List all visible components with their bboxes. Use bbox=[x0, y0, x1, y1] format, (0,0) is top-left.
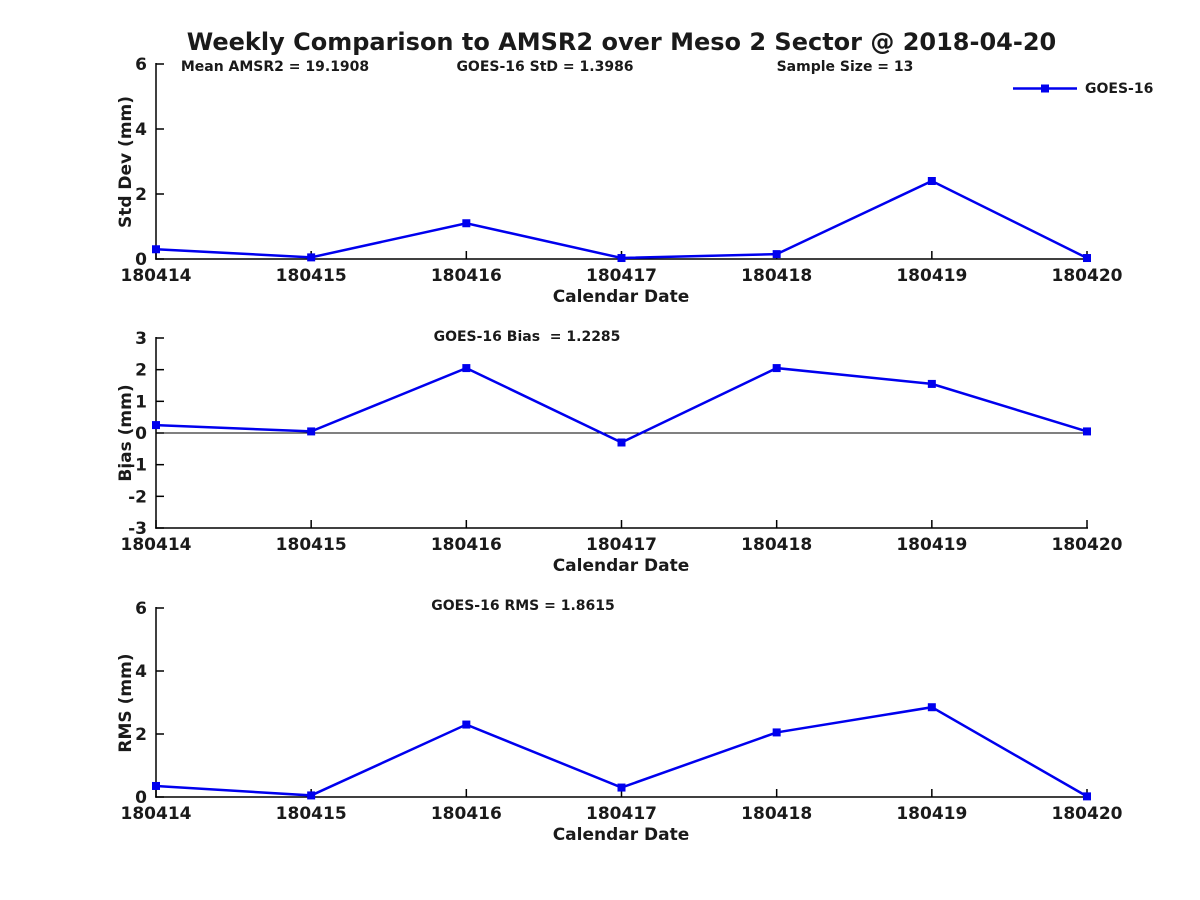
x-tick-label: 180416 bbox=[431, 266, 502, 286]
xlabel-calendar-date-3: Calendar Date bbox=[552, 825, 690, 845]
annotation-goes16-bias: GOES-16 Bias = 1.2285 bbox=[433, 329, 621, 345]
y-tick-label: -2 bbox=[128, 487, 147, 507]
x-tick-label: 180415 bbox=[276, 535, 347, 555]
data-line bbox=[155, 705, 1088, 798]
y-tick-label: 2 bbox=[135, 725, 147, 745]
x-tick-label: 180420 bbox=[1052, 535, 1123, 555]
ylabel-std-dev: Std Dev (mm) bbox=[116, 95, 136, 229]
x-tick-label: 180414 bbox=[121, 804, 192, 824]
legend-marker-icon bbox=[1041, 84, 1049, 93]
y-tick-label: 1 bbox=[135, 392, 147, 412]
x-tick-label: 180419 bbox=[896, 804, 967, 824]
data-point-marker bbox=[307, 427, 316, 436]
annotation-sample-size: Sample Size = 13 bbox=[776, 59, 914, 75]
figure-title: Weekly Comparison to AMSR2 over Meso 2 S… bbox=[186, 28, 1057, 56]
annotation-goes16-rms: GOES-16 RMS = 1.8615 bbox=[431, 598, 615, 614]
data-point-marker bbox=[462, 364, 471, 373]
y-tick-label: 6 bbox=[135, 599, 147, 619]
data-point-marker bbox=[927, 379, 936, 388]
x-tick-label: 180419 bbox=[896, 266, 967, 286]
annotation-mean-amsr2: Mean AMSR2 = 19.1908 bbox=[180, 59, 370, 75]
data-line bbox=[155, 366, 1088, 444]
x-tick-label: 180418 bbox=[741, 535, 812, 555]
y-tick-label: 0 bbox=[135, 788, 147, 808]
x-tick-label: 180414 bbox=[121, 266, 192, 286]
x-tick-label: 180414 bbox=[121, 535, 192, 555]
legend: GOES-16 bbox=[1012, 80, 1153, 97]
annotation-goes16-std: GOES-16 StD = 1.3986 bbox=[456, 59, 634, 75]
x-tick-label: 180417 bbox=[586, 804, 657, 824]
y-tick-label: -3 bbox=[128, 519, 147, 539]
data-point-marker bbox=[307, 253, 316, 262]
data-point-marker bbox=[772, 250, 781, 259]
data-point-marker bbox=[927, 177, 936, 185]
data-point-marker bbox=[462, 219, 471, 228]
x-tick-label: 180415 bbox=[276, 804, 347, 824]
data-point-marker bbox=[1083, 427, 1091, 436]
x-tick-label: 180416 bbox=[431, 535, 502, 555]
legend-line-sample bbox=[1013, 84, 1077, 93]
data-point-marker bbox=[772, 728, 781, 737]
y-tick-label: 4 bbox=[135, 120, 147, 140]
y-tick-label: 0 bbox=[135, 424, 147, 444]
x-tick-label: 180419 bbox=[896, 535, 967, 555]
ylabel-rms: RMS (mm) bbox=[116, 653, 136, 753]
y-tick-label: 0 bbox=[135, 250, 147, 270]
data-point-marker bbox=[1083, 254, 1091, 263]
ylabel-bias: Bias (mm) bbox=[116, 384, 136, 482]
data-point-marker bbox=[307, 791, 316, 800]
x-tick-label: 180417 bbox=[586, 266, 657, 286]
x-tick-label: 180420 bbox=[1052, 266, 1123, 286]
y-tick-label: 6 bbox=[135, 55, 147, 75]
y-tick-label: 3 bbox=[135, 329, 147, 349]
x-tick-label: 180417 bbox=[586, 535, 657, 555]
y-tick-label: 4 bbox=[135, 662, 147, 682]
x-tick-label: 180420 bbox=[1052, 804, 1123, 824]
data-point-marker bbox=[617, 783, 626, 792]
y-tick-label: 2 bbox=[135, 185, 147, 205]
legend-label: GOES-16 bbox=[1085, 80, 1154, 97]
data-point-marker bbox=[152, 781, 160, 790]
data-point-marker bbox=[927, 703, 936, 712]
xlabel-calendar-date-1: Calendar Date bbox=[552, 287, 690, 307]
data-point-marker bbox=[617, 438, 626, 447]
data-point-marker bbox=[152, 421, 160, 430]
data-point-marker bbox=[772, 364, 781, 373]
x-tick-label: 180416 bbox=[431, 804, 502, 824]
xlabel-calendar-date-2: Calendar Date bbox=[552, 556, 690, 576]
data-point-marker bbox=[617, 254, 626, 263]
data-point-marker bbox=[152, 245, 160, 254]
data-point-marker bbox=[1083, 792, 1091, 801]
y-tick-label: 2 bbox=[135, 361, 147, 381]
x-tick-label: 180418 bbox=[741, 804, 812, 824]
x-tick-label: 180415 bbox=[276, 266, 347, 286]
y-tick-label: -1 bbox=[128, 456, 147, 476]
data-line bbox=[155, 179, 1088, 260]
data-point-marker bbox=[462, 720, 471, 729]
x-tick-label: 180418 bbox=[741, 266, 812, 286]
